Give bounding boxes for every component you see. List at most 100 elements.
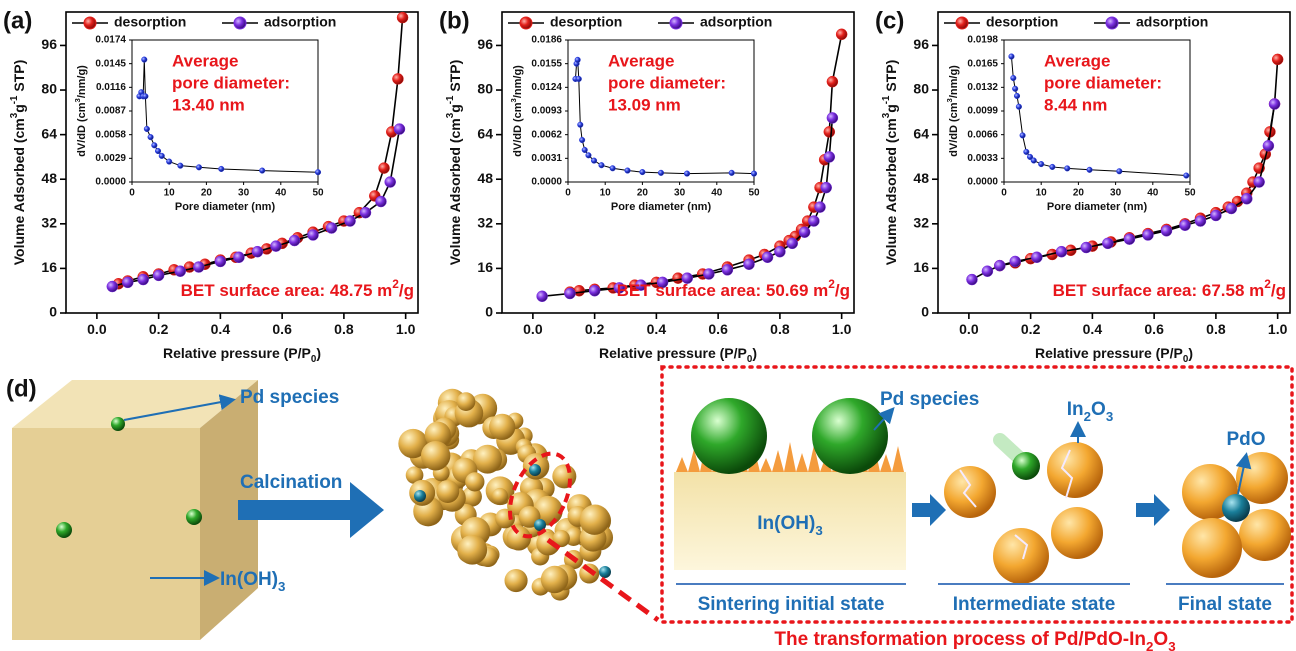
text-part: In(OH) (220, 569, 278, 590)
x-tick-label: 1.0 (1268, 321, 1288, 337)
y-tick-label: 0.0062 (531, 129, 562, 140)
x-tick-label: 0 (565, 188, 571, 199)
point (1008, 53, 1015, 60)
annotation: BET surface area: 50.69 m2/g (617, 277, 850, 300)
point (994, 259, 1006, 272)
point (393, 123, 406, 135)
x-tick-label: 0 (129, 188, 135, 199)
pd-particle (599, 566, 611, 578)
text-part: In (1067, 399, 1084, 420)
y-tick-label: 16 (41, 259, 57, 275)
legend-marker (519, 16, 533, 30)
gold-particle (457, 535, 488, 565)
y-tick-label: 96 (477, 36, 493, 52)
point (823, 126, 836, 138)
point (624, 167, 631, 174)
y-tick-label: 16 (913, 259, 929, 275)
point (166, 158, 173, 165)
point (1241, 192, 1253, 205)
big-arrow (238, 482, 384, 538)
text-part: /g (399, 281, 414, 300)
subscript: 0 (747, 354, 753, 365)
x-tick-label: 40 (711, 188, 723, 199)
x-tick-label: 30 (674, 188, 686, 199)
text-part: g (447, 104, 463, 113)
cracks (959, 449, 1074, 560)
panel-label: (d) (6, 375, 37, 402)
text-part: Relative pressure (P/P (1035, 345, 1183, 361)
y-tick-label: 0.0000 (531, 177, 562, 188)
point (143, 125, 150, 133)
text-part: STP) (11, 60, 27, 96)
x-tick-label: 40 (275, 188, 287, 199)
text-part: g (11, 104, 27, 113)
y-tick-label: 0.0099 (967, 106, 998, 117)
point (564, 287, 576, 300)
point (151, 142, 158, 149)
point (826, 75, 839, 88)
y-tick-label: 0.0186 (531, 35, 562, 46)
point (1123, 233, 1136, 245)
text-part: /g (835, 281, 850, 300)
legend-label: desorption (986, 14, 1058, 30)
inset-annotation: Average (172, 51, 238, 70)
pd-particle (1012, 452, 1040, 480)
point (823, 151, 836, 163)
legend-label: desorption (550, 14, 622, 30)
text-part: /nm/g) (76, 65, 88, 98)
text-part: Volume Adsorbed (cm (883, 118, 899, 265)
point (826, 112, 839, 124)
point (147, 134, 154, 141)
y-tick-label: 80 (477, 81, 493, 97)
x-tick-label: 1.0 (832, 321, 852, 337)
point (635, 279, 647, 291)
gold-particle (552, 529, 570, 548)
y-tick-label: 0.0174 (95, 35, 126, 46)
series-line (138, 59, 319, 173)
label: In(OH)3 (757, 513, 822, 538)
x-tick-label: 0.4 (211, 321, 231, 337)
point (1253, 176, 1265, 188)
panel-label: (b) (439, 7, 470, 34)
point (590, 157, 598, 164)
superscript: 2 (1264, 277, 1271, 291)
panel-label: (c) (875, 7, 904, 34)
point (681, 272, 694, 284)
point (743, 258, 755, 270)
point (721, 264, 734, 276)
x-tick-label: 0.8 (334, 321, 354, 337)
stage-arrow (1136, 494, 1170, 526)
point (798, 226, 811, 238)
in2o3-particle (944, 466, 996, 518)
stage-label: Final state (1178, 594, 1272, 615)
point (214, 255, 227, 268)
inset-annotation: pore diameter: (608, 73, 726, 92)
point (396, 11, 409, 24)
gold-particle (533, 495, 563, 526)
y-tick-label: 0.0132 (967, 82, 998, 93)
legend-label: adsorption (700, 14, 772, 30)
point (1012, 85, 1019, 92)
arrow (123, 394, 236, 421)
subscript: 0 (311, 354, 317, 365)
x-tick-label: 0.4 (647, 321, 667, 337)
point (683, 170, 691, 177)
in2o3-particle (1182, 518, 1242, 578)
y-tick-label: 0.0165 (967, 58, 998, 69)
inset-y-label: dV/dD (cm3/nm/g) (509, 65, 524, 157)
point (1031, 251, 1043, 264)
point (344, 215, 356, 227)
legend-label: adsorption (1136, 14, 1208, 30)
superscript: -1 (881, 95, 892, 104)
cube-top (12, 380, 258, 428)
pdo-particle (1222, 494, 1250, 522)
inset-annotation: pore diameter: (1044, 73, 1162, 92)
pd-particle (691, 398, 767, 474)
pd-particle (529, 464, 541, 476)
legend-marker (233, 16, 247, 30)
point (966, 273, 978, 286)
text-part: ) (1188, 345, 1193, 361)
point (728, 169, 735, 176)
y-tick-label: 32 (41, 215, 57, 231)
panel-label: (a) (3, 7, 32, 34)
